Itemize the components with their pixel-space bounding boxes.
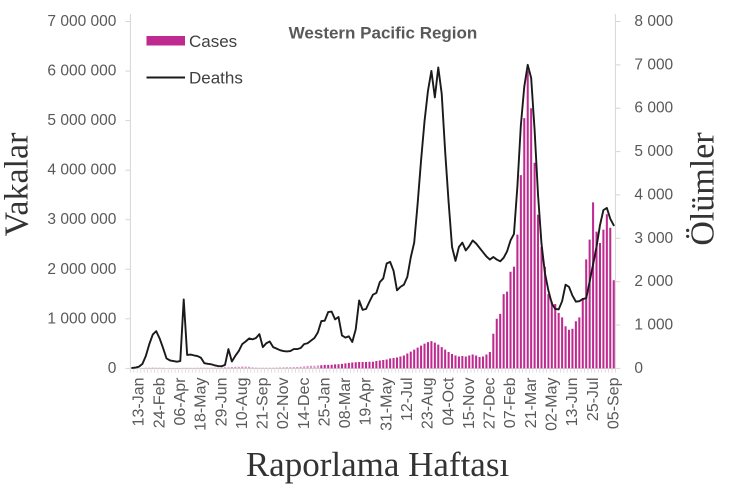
svg-text:27-Dec: 27-Dec bbox=[482, 378, 499, 430]
svg-text:02-Nov: 02-Nov bbox=[275, 378, 292, 430]
svg-text:10-Aug: 10-Aug bbox=[234, 378, 251, 430]
svg-text:0: 0 bbox=[108, 360, 117, 377]
svg-text:19-Apr: 19-Apr bbox=[358, 377, 375, 426]
svg-text:04-Oct: 04-Oct bbox=[440, 377, 457, 426]
svg-text:23-Aug: 23-Aug bbox=[420, 378, 437, 430]
svg-text:6 000 000: 6 000 000 bbox=[47, 63, 116, 80]
svg-text:Western Pacific Region: Western Pacific Region bbox=[289, 24, 478, 43]
svg-text:02-May: 02-May bbox=[544, 378, 561, 431]
svg-text:25-Jul: 25-Jul bbox=[585, 378, 602, 422]
svg-text:12-Jul: 12-Jul bbox=[399, 378, 416, 422]
svg-text:21-Mar: 21-Mar bbox=[523, 377, 540, 428]
svg-text:Ölümler: Ölümler bbox=[685, 132, 722, 246]
svg-text:21-Sep: 21-Sep bbox=[255, 377, 272, 429]
svg-text:Vakalar: Vakalar bbox=[0, 132, 36, 237]
svg-text:05-Sep: 05-Sep bbox=[605, 377, 622, 429]
svg-text:25-Jan: 25-Jan bbox=[317, 378, 334, 427]
svg-text:7 000 000: 7 000 000 bbox=[47, 13, 116, 30]
svg-text:6 000: 6 000 bbox=[634, 100, 673, 117]
svg-text:14-Dec: 14-Dec bbox=[296, 378, 313, 430]
svg-text:Deaths: Deaths bbox=[189, 69, 243, 88]
svg-text:06-Apr: 06-Apr bbox=[172, 377, 189, 426]
svg-text:18-May: 18-May bbox=[193, 378, 210, 431]
svg-text:15-Nov: 15-Nov bbox=[461, 378, 478, 430]
svg-text:29-Jun: 29-Jun bbox=[213, 378, 230, 427]
svg-text:5 000 000: 5 000 000 bbox=[47, 112, 116, 129]
svg-text:4 000 000: 4 000 000 bbox=[47, 162, 116, 179]
svg-text:5 000: 5 000 bbox=[634, 143, 673, 160]
svg-text:3 000 000: 3 000 000 bbox=[47, 211, 116, 228]
svg-text:07-Feb: 07-Feb bbox=[502, 377, 519, 428]
svg-text:13-Jan: 13-Jan bbox=[131, 378, 148, 427]
svg-text:1 000: 1 000 bbox=[634, 317, 673, 334]
svg-text:2 000 000: 2 000 000 bbox=[47, 261, 116, 278]
svg-text:Raporlama Haftası: Raporlama Haftası bbox=[246, 445, 510, 484]
svg-text:3 000: 3 000 bbox=[634, 230, 673, 247]
svg-text:2 000: 2 000 bbox=[634, 273, 673, 290]
svg-text:24-Feb: 24-Feb bbox=[151, 377, 168, 428]
svg-text:0: 0 bbox=[634, 360, 643, 377]
svg-text:8 000: 8 000 bbox=[634, 13, 673, 30]
svg-text:1 000 000: 1 000 000 bbox=[47, 310, 116, 327]
svg-text:08-Mar: 08-Mar bbox=[337, 377, 354, 428]
svg-text:13-Jun: 13-Jun bbox=[564, 378, 581, 427]
svg-text:7 000: 7 000 bbox=[634, 56, 673, 73]
svg-text:4 000: 4 000 bbox=[634, 186, 673, 203]
svg-text:31-May: 31-May bbox=[378, 378, 395, 431]
svg-text:Cases: Cases bbox=[189, 32, 237, 51]
